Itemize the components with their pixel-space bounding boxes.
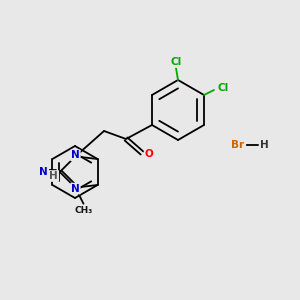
Text: H: H	[260, 140, 268, 150]
Text: Cl: Cl	[170, 57, 182, 67]
Text: CH₃: CH₃	[74, 206, 93, 215]
Text: N: N	[71, 150, 80, 161]
Text: N: N	[39, 167, 48, 177]
Text: Br: Br	[231, 140, 244, 150]
Text: N: N	[71, 184, 80, 194]
Text: H: H	[50, 171, 58, 181]
Text: Cl: Cl	[218, 83, 229, 93]
Text: O: O	[145, 149, 153, 159]
